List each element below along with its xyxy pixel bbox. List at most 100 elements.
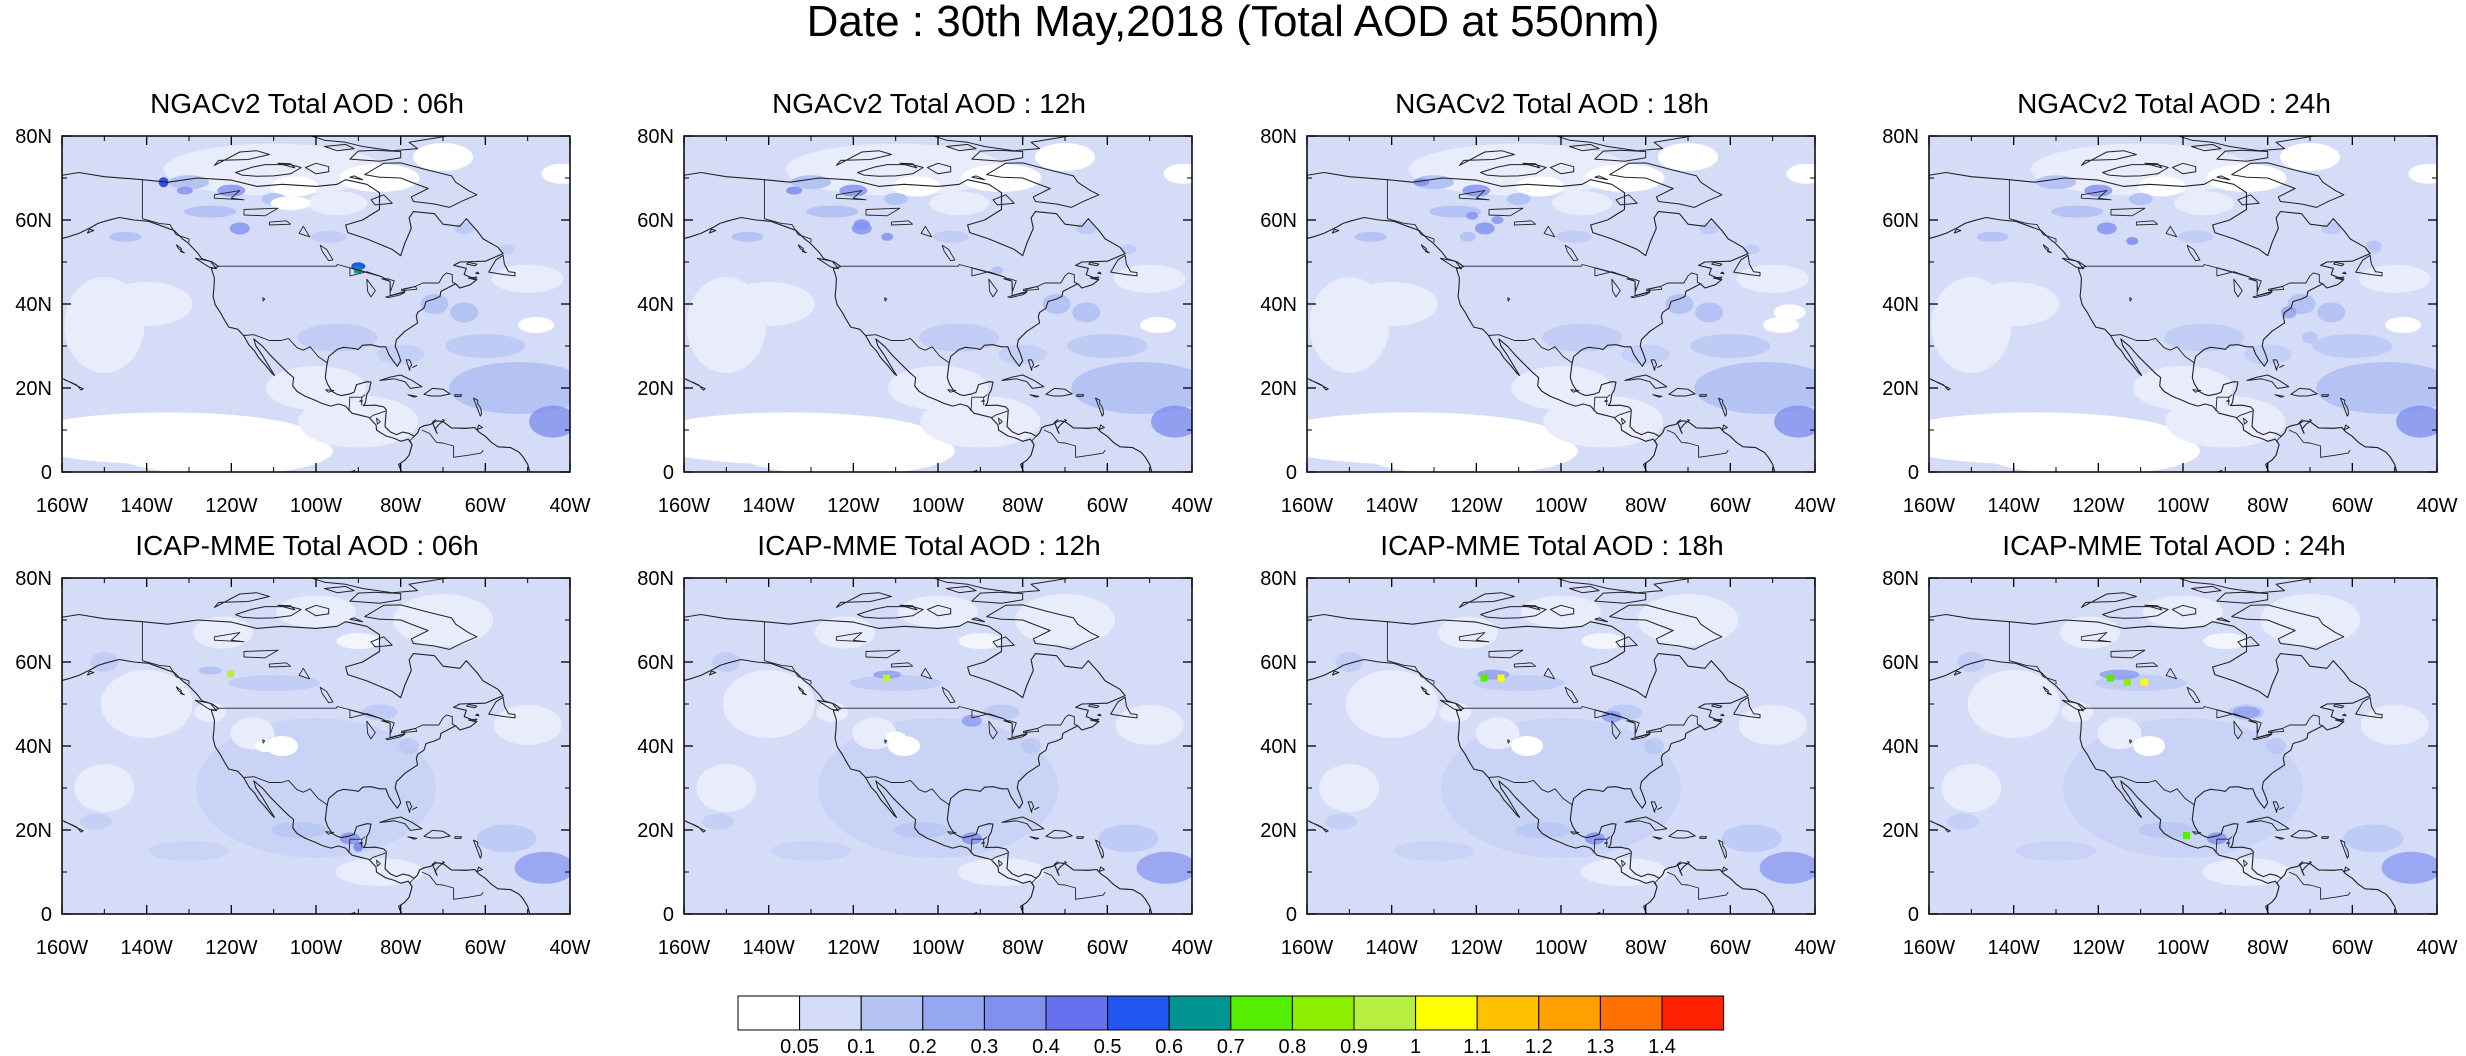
aod-field-patch bbox=[853, 219, 870, 230]
lon-tick-label: 40W bbox=[1171, 495, 1212, 517]
coastlines bbox=[1929, 136, 2398, 472]
aod-field-patch bbox=[818, 718, 1058, 858]
island-outline bbox=[2216, 149, 2269, 162]
lat-tick-label: 0 bbox=[1908, 462, 1919, 484]
aod-field-patch bbox=[310, 230, 347, 243]
lon-tick-label: 40W bbox=[549, 495, 590, 517]
island-outline bbox=[2216, 591, 2269, 604]
lake-outline bbox=[1564, 686, 1579, 704]
aod-field-patch bbox=[961, 714, 982, 727]
aod-field-patch bbox=[2177, 230, 2214, 243]
aod-field-patch bbox=[1511, 366, 1611, 410]
colorbar-swatch bbox=[1599, 995, 1663, 1031]
aod-field-patch bbox=[1976, 231, 2009, 242]
aod-field-patch bbox=[399, 738, 420, 754]
colorbar-swatch bbox=[1230, 995, 1293, 1031]
aod-field-patch bbox=[849, 675, 942, 691]
aod-field-patch bbox=[892, 176, 941, 197]
coastline-south-america bbox=[2265, 420, 2398, 472]
aod-hotspot-cell bbox=[883, 674, 890, 682]
aod-field-patch bbox=[1072, 302, 1101, 323]
coastline-south-america bbox=[2265, 862, 2398, 914]
island-outline bbox=[899, 162, 918, 169]
lon-tick-label: 100W bbox=[2157, 495, 2209, 517]
island-outline bbox=[2334, 276, 2345, 281]
aod-field-patch bbox=[1324, 813, 1357, 830]
aod-field-patch bbox=[2260, 594, 2360, 646]
island-outline bbox=[2342, 713, 2347, 717]
aod-field-patch bbox=[1354, 231, 1387, 242]
lat-tick-label: 0 bbox=[1286, 904, 1297, 926]
coastline-maracaibo bbox=[431, 418, 445, 434]
aod-field-patch bbox=[852, 717, 897, 750]
aod-field-patch bbox=[1773, 304, 1806, 321]
lake-outline bbox=[243, 649, 279, 659]
lake-outline bbox=[2186, 686, 2201, 704]
aod-field-patch bbox=[2316, 362, 2437, 414]
lon-tick-label: 40W bbox=[1794, 495, 1835, 517]
lon-tick-label: 120W bbox=[205, 937, 257, 959]
island-outline bbox=[2061, 257, 2084, 270]
aod-field-patch bbox=[1743, 244, 1760, 255]
political-border bbox=[141, 179, 484, 458]
island-outline bbox=[304, 162, 330, 175]
panel-title: ICAP-MME Total AOD : 18h bbox=[1380, 530, 1724, 561]
aod-field-patch bbox=[1115, 705, 1184, 745]
lake-outline bbox=[2080, 632, 2112, 643]
island-outline bbox=[2080, 592, 2137, 608]
lake-outline bbox=[884, 297, 888, 302]
aod-field-patch bbox=[1475, 717, 1520, 750]
coastline-south-america bbox=[1643, 862, 1776, 914]
lake-outline bbox=[1007, 291, 1028, 299]
island-outline bbox=[926, 162, 952, 175]
island-outline bbox=[1624, 816, 1668, 831]
island-outline bbox=[1699, 836, 1708, 839]
lat-tick-label: 40N bbox=[1260, 736, 1297, 758]
lon-tick-label: 140W bbox=[743, 495, 795, 517]
island-outline bbox=[1615, 194, 1638, 206]
island-outline bbox=[2274, 836, 2285, 840]
aod-field-patch bbox=[1319, 764, 1380, 812]
island-outline bbox=[797, 686, 807, 696]
aod-field-patch bbox=[2138, 822, 2195, 838]
island-outline bbox=[1733, 696, 1761, 719]
lake-outline bbox=[268, 220, 292, 226]
island-outline bbox=[475, 271, 480, 275]
lake-outline bbox=[262, 297, 266, 302]
lat-tick-label: 60N bbox=[1882, 210, 1919, 232]
island-outline bbox=[2334, 718, 2345, 723]
aod-field-patch bbox=[1441, 718, 1681, 858]
aod-field-patch bbox=[518, 317, 555, 333]
island-outline bbox=[1549, 604, 1575, 617]
lon-tick-label: 100W bbox=[912, 937, 964, 959]
lon-tick-label: 40W bbox=[2416, 495, 2457, 517]
lake-outline bbox=[920, 225, 933, 238]
island-outline bbox=[2231, 162, 2345, 208]
lon-tick-label: 60W bbox=[1710, 937, 1751, 959]
colorbar-label: 0.1 bbox=[847, 1036, 875, 1056]
coastline-pacific bbox=[1307, 216, 1658, 472]
aod-field-patch bbox=[1584, 832, 1605, 845]
lake-outline bbox=[2110, 207, 2146, 217]
island-outline bbox=[835, 150, 892, 166]
island-outline bbox=[2102, 606, 2169, 619]
aod-field-patch bbox=[932, 230, 969, 243]
lon-tick-label: 160W bbox=[658, 937, 710, 959]
aod-field-patch bbox=[255, 740, 276, 752]
aod-field-patch bbox=[1335, 652, 1364, 672]
island-outline bbox=[2042, 244, 2052, 254]
lon-tick-label: 40W bbox=[1171, 937, 1212, 959]
island-outline bbox=[1029, 394, 1040, 398]
lake-outline bbox=[1507, 297, 1511, 302]
island-outline bbox=[2272, 801, 2280, 813]
aod-field-patch bbox=[413, 143, 473, 171]
island-outline bbox=[992, 194, 1015, 206]
aod-field-patch bbox=[806, 205, 859, 218]
island-outline bbox=[1594, 175, 1609, 181]
aod-field-patch bbox=[1394, 841, 1474, 861]
island-outline bbox=[1420, 686, 1430, 696]
coastline-south-america bbox=[398, 862, 531, 914]
lon-tick-label: 120W bbox=[827, 937, 879, 959]
aod-field-patch bbox=[2051, 205, 2104, 218]
aod-field-patch bbox=[898, 595, 978, 628]
